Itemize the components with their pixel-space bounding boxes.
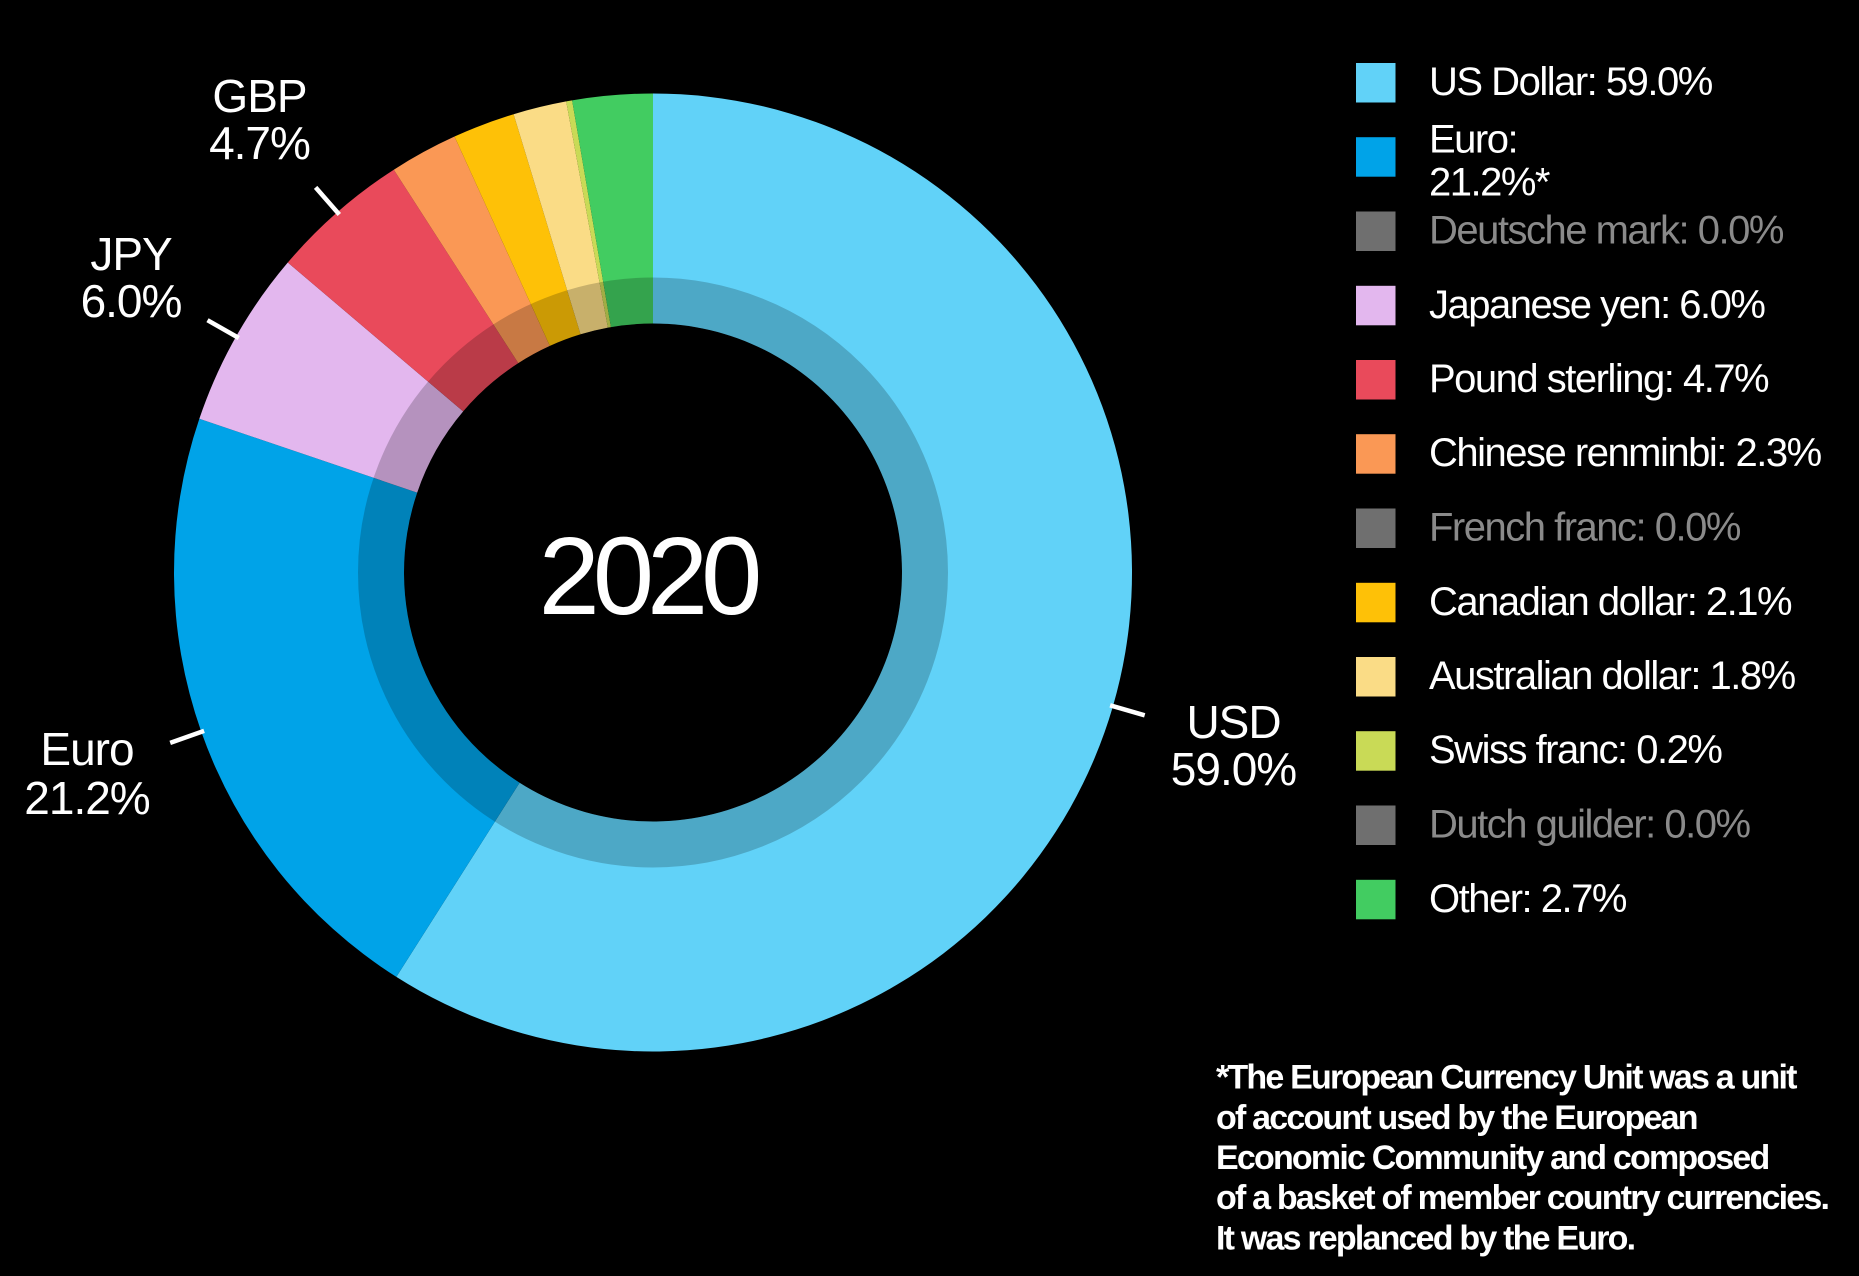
svg-text:59.0%: 59.0% (1171, 743, 1297, 795)
svg-text:Chinese renminbi: 2.3%: Chinese renminbi: 2.3% (1429, 431, 1822, 475)
svg-text:USD: USD (1186, 696, 1280, 748)
svg-text:Deutsche mark: 0.0%: Deutsche mark: 0.0% (1429, 209, 1784, 253)
svg-text:Other: 2.7%: Other: 2.7% (1429, 877, 1627, 921)
svg-text:Euro:: Euro: (1429, 118, 1517, 162)
svg-text:It was replanced by the Euro.: It was replanced by the Euro. (1216, 1219, 1635, 1257)
svg-text:*The European Currency Unit wa: *The European Currency Unit was a unit (1216, 1059, 1797, 1097)
svg-text:21.2%*: 21.2%* (1429, 161, 1550, 205)
svg-text:2020: 2020 (539, 515, 759, 638)
svg-text:Pound sterling: 4.7%: Pound sterling: 4.7% (1429, 357, 1769, 401)
svg-text:Swiss franc: 0.2%: Swiss franc: 0.2% (1429, 728, 1722, 772)
svg-text:GBP: GBP (212, 70, 306, 122)
svg-text:Euro: Euro (40, 723, 133, 775)
svg-text:4.7%: 4.7% (209, 117, 310, 169)
svg-text:Economic Community and compose: Economic Community and composed (1216, 1139, 1769, 1177)
svg-text:Canadian dollar: 2.1%: Canadian dollar: 2.1% (1429, 580, 1792, 624)
svg-text:of a basket of member country: of a basket of member country currencies… (1216, 1179, 1828, 1217)
svg-text:US Dollar: 59.0%: US Dollar: 59.0% (1429, 60, 1713, 104)
svg-text:Japanese yen: 6.0%: Japanese yen: 6.0% (1429, 283, 1765, 327)
svg-text:Australian dollar: 1.8%: Australian dollar: 1.8% (1429, 654, 1796, 698)
svg-text:JPY: JPY (90, 228, 172, 280)
svg-text:Dutch guilder: 0.0%: Dutch guilder: 0.0% (1429, 803, 1751, 847)
svg-text:of account used by the Europea: of account used by the European (1216, 1099, 1697, 1137)
svg-text:6.0%: 6.0% (81, 275, 182, 327)
svg-text:21.2%: 21.2% (24, 772, 150, 824)
svg-text:French franc: 0.0%: French franc: 0.0% (1429, 506, 1741, 550)
